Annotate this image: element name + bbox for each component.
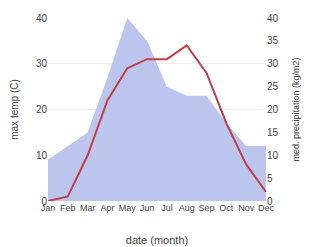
svg-text:Jul: Jul (161, 203, 173, 213)
svg-text:Feb: Feb (60, 203, 76, 213)
svg-text:Jun: Jun (140, 203, 155, 213)
svg-text:25: 25 (267, 81, 279, 92)
svg-text:5: 5 (267, 173, 273, 184)
svg-text:10: 10 (267, 150, 279, 161)
svg-text:Nov: Nov (238, 203, 255, 213)
svg-text:0: 0 (41, 196, 47, 207)
svg-text:Jan: Jan (41, 203, 56, 213)
svg-text:med. precipitation (kg/m2): med. precipitation (kg/m2) (291, 57, 301, 161)
svg-text:35: 35 (267, 35, 279, 46)
svg-text:May: May (119, 203, 137, 213)
svg-text:0: 0 (267, 196, 273, 207)
svg-text:Aug: Aug (179, 203, 195, 213)
svg-text:30: 30 (267, 58, 279, 69)
svg-text:Mar: Mar (80, 203, 96, 213)
svg-text:30: 30 (36, 58, 48, 69)
svg-text:Dec: Dec (258, 203, 275, 213)
svg-text:20: 20 (36, 104, 48, 115)
svg-text:Apr: Apr (100, 203, 114, 213)
svg-text:15: 15 (267, 127, 279, 138)
svg-text:10: 10 (36, 150, 48, 161)
svg-text:max temp (C): max temp (C) (9, 79, 20, 140)
svg-text:20: 20 (267, 104, 279, 115)
svg-text:Oct: Oct (219, 203, 234, 213)
svg-text:40: 40 (36, 13, 48, 24)
svg-text:40: 40 (267, 13, 279, 24)
svg-text:Sep: Sep (199, 203, 215, 213)
svg-text:date (month): date (month) (126, 234, 188, 246)
